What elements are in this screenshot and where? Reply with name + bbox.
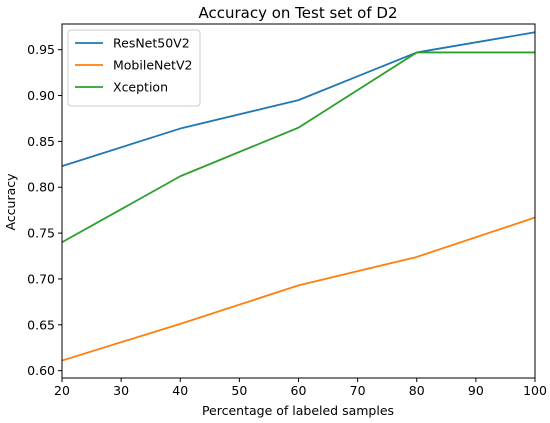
x-tick-label: 90	[468, 383, 484, 398]
y-tick-label: 0.90	[27, 88, 55, 103]
y-tick-label: 0.70	[27, 271, 55, 286]
y-tick-label: 0.75	[27, 226, 55, 241]
series-line-resnet50v2	[61, 31, 536, 168]
legend-label: Xception	[113, 80, 168, 95]
y-tick-label: 0.60	[27, 363, 55, 378]
legend: ResNet50V2 MobileNetV2 Xception	[67, 29, 201, 107]
y-tick-label: 0.85	[27, 134, 55, 149]
x-tick-label: 60	[291, 383, 307, 398]
x-tick-label: 30	[113, 383, 129, 398]
x-tick-label: 80	[409, 383, 425, 398]
x-tick-label: 70	[350, 383, 366, 398]
x-tick-label: 40	[172, 383, 188, 398]
ticks-layer: 20 30 40 50 60 70 80 90 100 0.60 0.65 0.70 0.75 0.80 0…	[27, 42, 547, 398]
x-tick-label: 50	[231, 383, 247, 398]
y-tick-label: 0.65	[27, 317, 55, 332]
legend-label: ResNet50V2	[113, 36, 190, 51]
series-line-xception	[61, 51, 535, 244]
y-tick-label: 0.80	[27, 180, 55, 195]
x-tick-label: 20	[54, 383, 70, 398]
y-axis-label: Accuracy	[3, 173, 18, 231]
series-line-mobilenetv2	[61, 216, 536, 362]
plot-frame	[61, 23, 536, 379]
x-tick-label: 100	[523, 383, 547, 398]
x-axis-label: Percentage of labeled samples	[202, 403, 394, 418]
y-tick-label: 0.95	[27, 42, 55, 57]
chart-title: Accuracy on Test set of D2	[198, 4, 397, 22]
legend-label: MobileNetV2	[113, 58, 192, 73]
series-layer	[61, 31, 536, 362]
